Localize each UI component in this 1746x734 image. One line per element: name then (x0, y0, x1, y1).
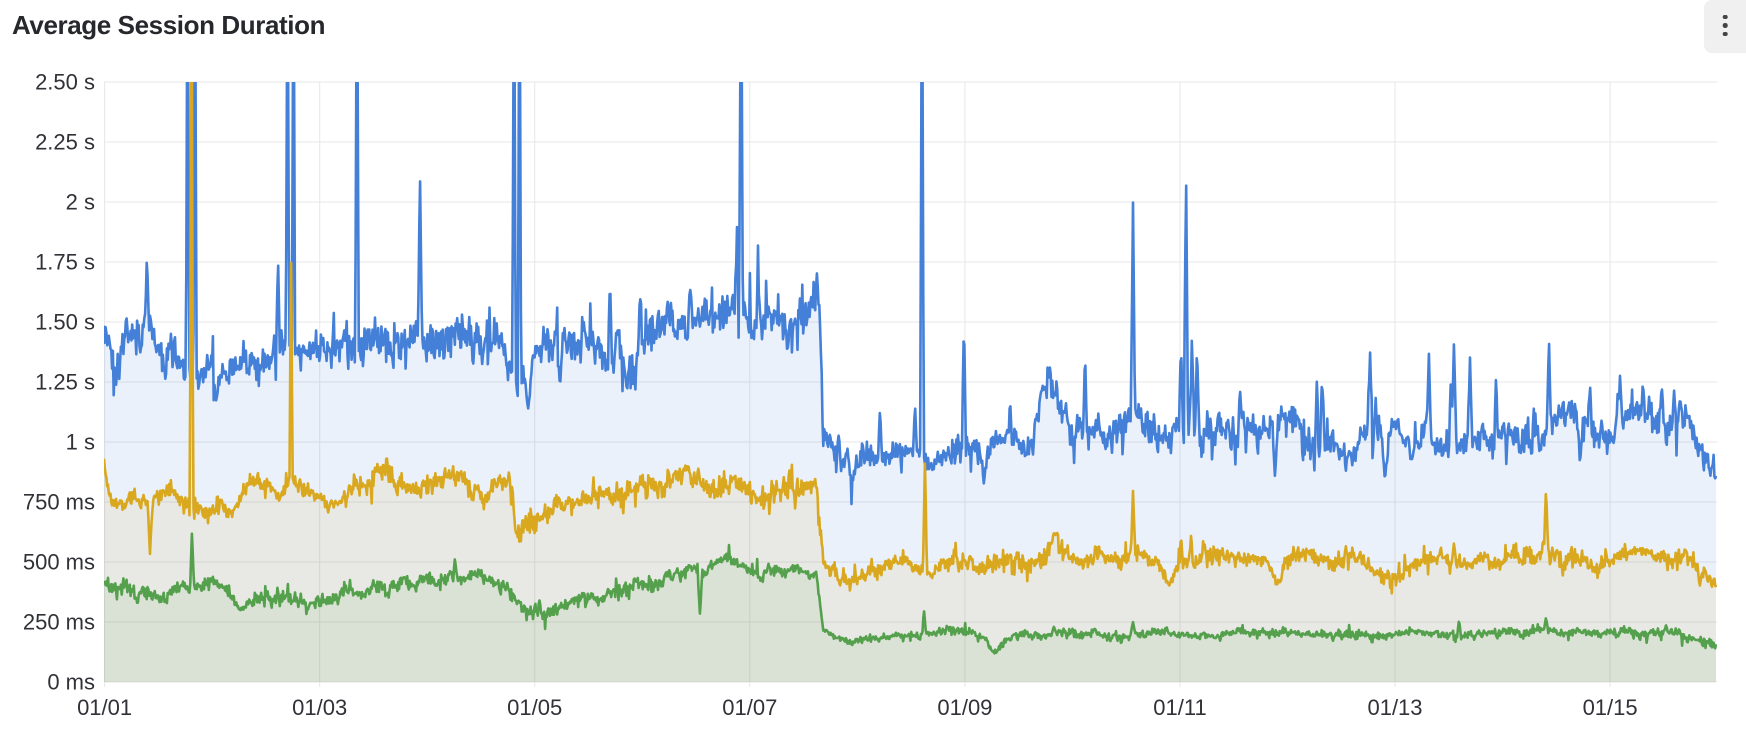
svg-text:1.25 s: 1.25 s (35, 370, 95, 395)
svg-text:500 ms: 500 ms (23, 550, 95, 575)
svg-text:01/07: 01/07 (722, 695, 777, 720)
svg-text:01/15: 01/15 (1583, 695, 1638, 720)
svg-text:2.50 s: 2.50 s (35, 70, 95, 95)
svg-text:01/13: 01/13 (1367, 695, 1422, 720)
svg-text:250 ms: 250 ms (23, 610, 95, 635)
svg-text:2.25 s: 2.25 s (35, 130, 95, 155)
svg-text:1.50 s: 1.50 s (35, 310, 95, 335)
svg-text:1.75 s: 1.75 s (35, 250, 95, 275)
svg-text:750 ms: 750 ms (23, 490, 95, 515)
svg-text:01/11: 01/11 (1153, 695, 1206, 720)
svg-text:01/05: 01/05 (507, 695, 562, 720)
svg-text:01/09: 01/09 (937, 695, 992, 720)
svg-text:0 ms: 0 ms (47, 670, 95, 695)
svg-text:2 s: 2 s (66, 190, 95, 215)
svg-text:01/03: 01/03 (292, 695, 347, 720)
svg-text:1 s: 1 s (66, 430, 95, 455)
svg-text:01/01: 01/01 (77, 695, 132, 720)
